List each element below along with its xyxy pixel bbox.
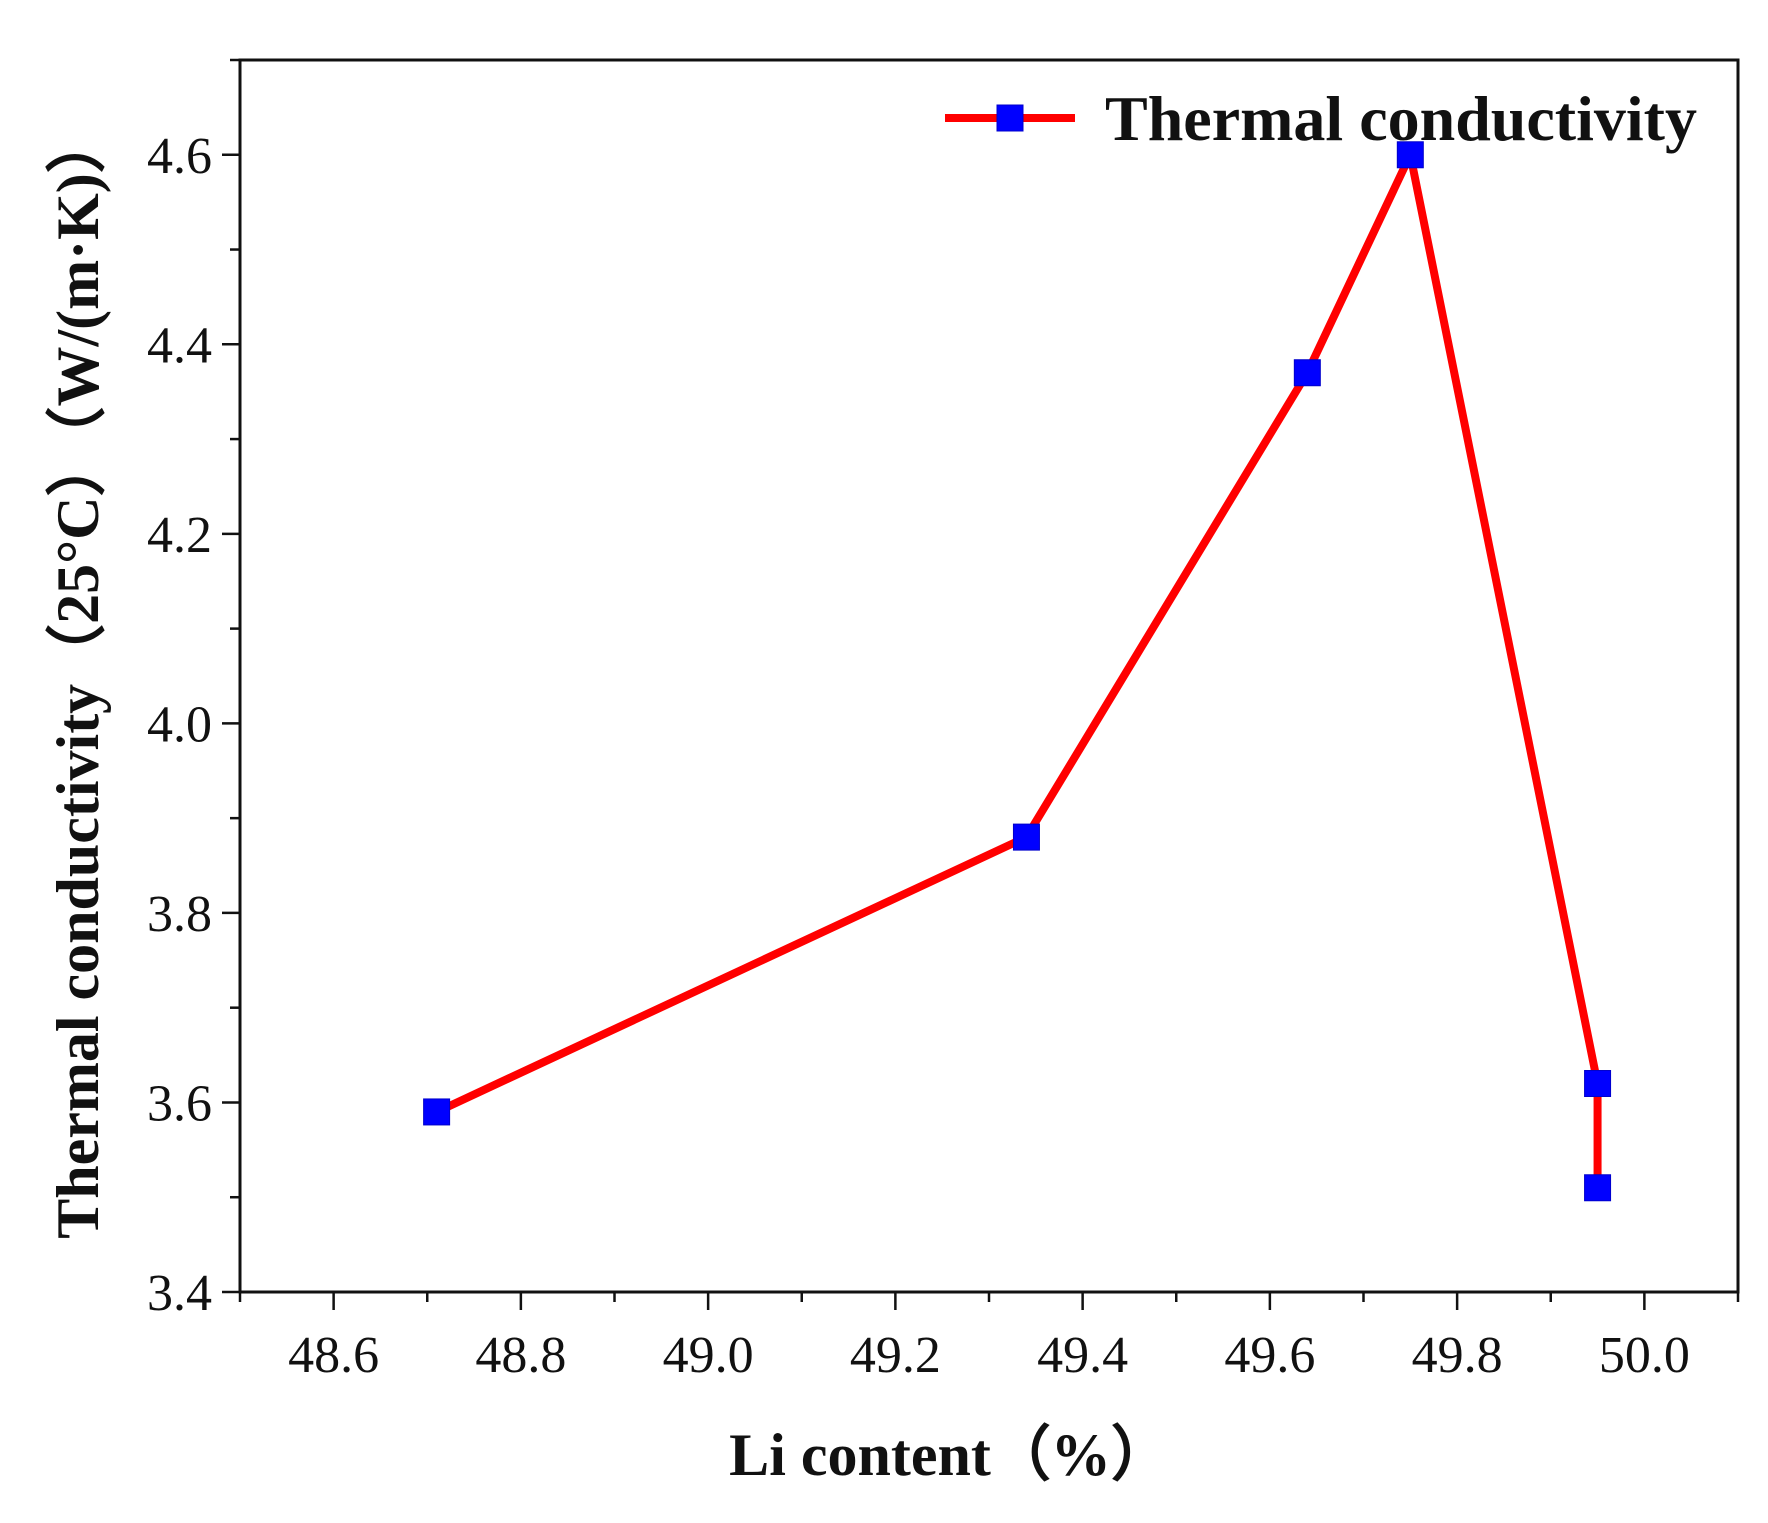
y-axis-ticks: 3.4 3.6 3.8 4.0 4.2 4.4 4.6 [147, 58, 240, 1322]
x-tick-label: 48.8 [475, 1327, 566, 1384]
y-tick-label: 4.2 [147, 507, 212, 564]
data-point-marker [1396, 141, 1424, 169]
x-tick-label: 49.2 [850, 1327, 941, 1384]
x-axis-ticks: 48.6 48.8 49.0 49.2 49.4 49.6 49.8 50.0 [238, 1292, 1740, 1384]
legend-marker-sample [996, 104, 1024, 132]
data-point-marker [423, 1098, 451, 1126]
data-point-marker [1584, 1174, 1612, 1202]
legend-label: Thermal conductivity [1105, 83, 1697, 154]
y-tick-label: 4.0 [147, 696, 212, 753]
x-tick-label: 49.8 [1412, 1327, 1503, 1384]
y-tick-label: 3.6 [147, 1075, 212, 1132]
data-point-marker [1293, 359, 1321, 387]
x-tick-label: 49.4 [1037, 1327, 1128, 1384]
x-tick-label: 48.6 [288, 1327, 379, 1384]
y-tick-label: 4.4 [147, 317, 212, 374]
y-tick-label: 4.6 [147, 128, 212, 185]
series-line [432, 150, 1602, 1192]
series-layer [423, 141, 1612, 1202]
y-tick-label: 3.4 [147, 1265, 212, 1322]
y-axis-title: Thermal conductivity（25°C）（W/(m·K)） [44, 113, 111, 1239]
x-axis-title: Li content（%） [729, 1421, 1171, 1488]
data-point-marker [1012, 823, 1040, 851]
x-tick-label: 49.0 [663, 1327, 754, 1384]
y-tick-label: 3.8 [147, 886, 212, 943]
legend: Thermal conductivity [945, 83, 1697, 154]
x-tick-label: 49.6 [1224, 1327, 1315, 1384]
x-tick-label: 50.0 [1599, 1327, 1690, 1384]
data-point-marker [1584, 1070, 1612, 1098]
